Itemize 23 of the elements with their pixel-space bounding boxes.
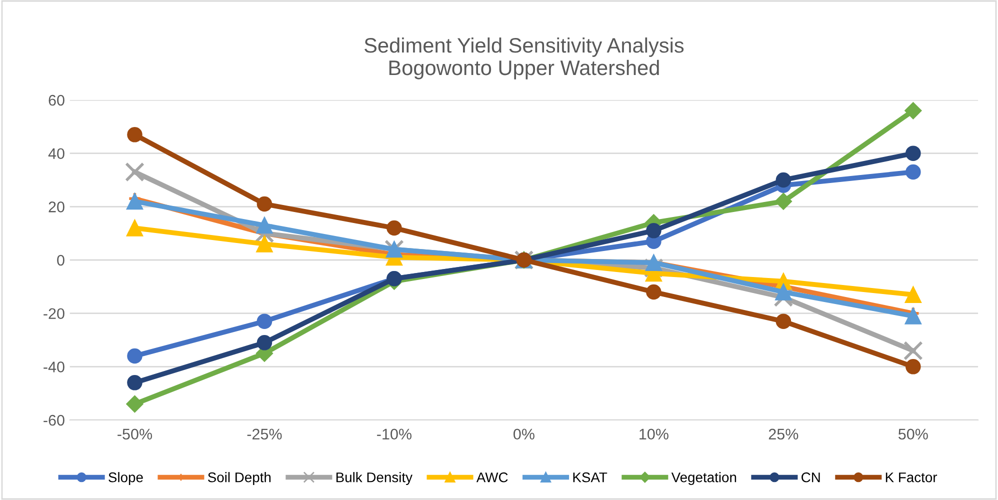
y-tick-label: -40 xyxy=(44,362,64,372)
x-tick-label: 50% xyxy=(898,428,928,440)
legend-label: Slope xyxy=(108,472,143,485)
x-tick-label: 25% xyxy=(768,428,798,440)
x-tick-label: -10% xyxy=(377,428,412,440)
y-tick-label: 20 xyxy=(48,202,64,212)
x-tick-label: -25% xyxy=(247,428,282,440)
x-tick-label: 10% xyxy=(640,428,668,440)
y-tick-label: 40 xyxy=(48,148,64,160)
y-tick-label: 60 xyxy=(48,94,64,106)
y-tick-label: 0 xyxy=(57,254,64,266)
legend-label: KSAT xyxy=(573,472,608,482)
x-tick-label: 0% xyxy=(514,428,534,440)
legend-label: Soil Depth xyxy=(208,472,271,485)
legend-label: CN xyxy=(802,472,820,482)
legend-label: K Factor xyxy=(886,472,938,482)
y-tick-label: -60 xyxy=(44,414,64,426)
legend-label: Vegetation xyxy=(671,472,736,485)
x-tick-label: -50% xyxy=(118,428,152,440)
chart-title: Sediment Yield Sensitivity Analysis Bogowonto Upper Watershed xyxy=(364,37,684,80)
legend-label: AWC xyxy=(476,472,508,482)
legend-label: Bulk Density xyxy=(336,472,412,485)
y-tick-label: -20 xyxy=(44,308,64,320)
